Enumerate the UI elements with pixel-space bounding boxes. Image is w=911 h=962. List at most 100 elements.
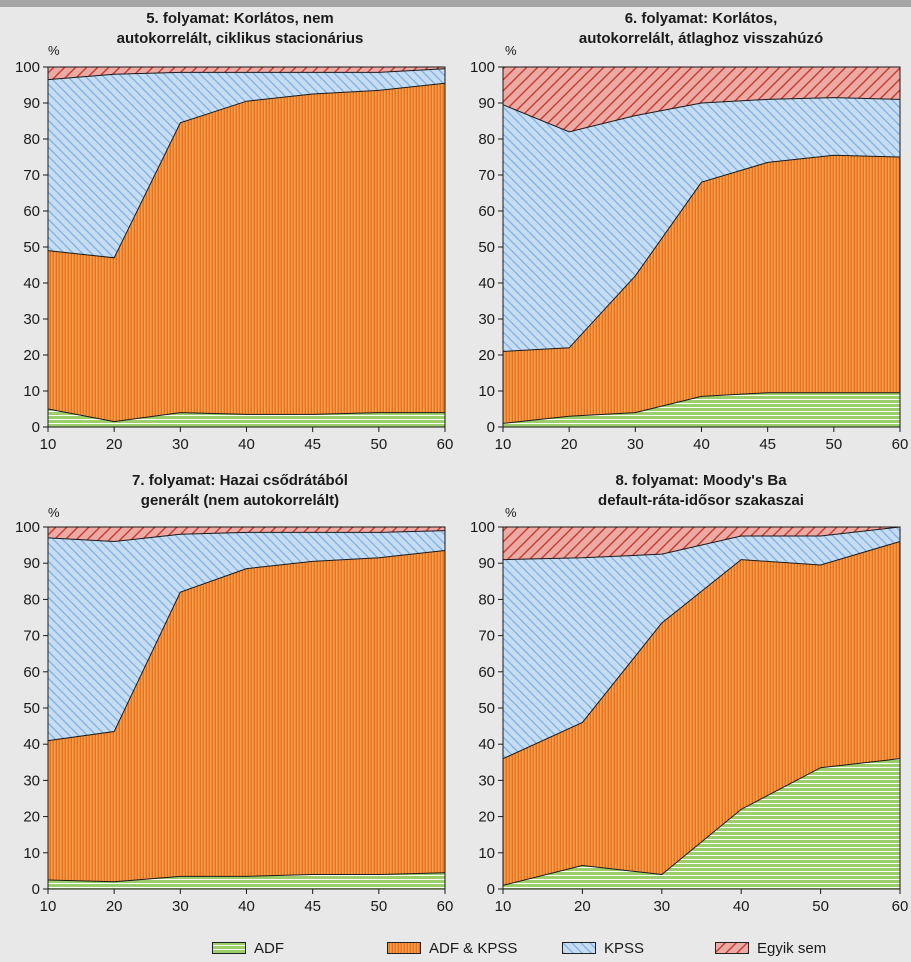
series-boundary-line <box>47 530 446 542</box>
series-area-kpss <box>503 97 900 352</box>
y-tick-label: 40 <box>478 736 495 753</box>
y-tick-label: 50 <box>23 700 40 717</box>
x-tick-label: 50 <box>370 436 387 453</box>
legend-item-adf-kpss: ADF & KPSS <box>387 938 517 958</box>
x-tick-label: 45 <box>759 436 776 453</box>
y-tick-label: 10 <box>478 845 495 862</box>
chart-panel-7: 7. folyamat: Hazai csődrátából generált … <box>15 472 453 915</box>
x-tick-label: 30 <box>172 898 189 915</box>
y-tick-label: 70 <box>478 628 495 645</box>
x-tick-label: 10 <box>40 898 57 915</box>
y-tick-label: 10 <box>23 845 40 862</box>
x-tick-label: 10 <box>495 436 512 453</box>
legend-swatch-adf <box>212 942 246 954</box>
y-tick-label: 90 <box>478 555 495 572</box>
y-tick-label: 80 <box>23 131 40 148</box>
series-boundary-line <box>47 550 446 742</box>
legend-swatch-adf-kpss <box>387 942 421 954</box>
y-tick-label: 30 <box>478 311 495 328</box>
x-tick-label: 20 <box>106 898 123 915</box>
y-tick-label: 50 <box>478 239 495 256</box>
legend-label-egyik-sem: Egyik sem <box>757 939 827 957</box>
y-tick-label: 100 <box>470 59 495 76</box>
legend-item-egyik-sem: Egyik sem <box>715 938 826 958</box>
series-boundary-line <box>47 872 446 883</box>
y-tick-label: 30 <box>478 772 495 789</box>
series-area-egyik-sem <box>503 527 900 560</box>
series-boundary-line <box>502 154 901 352</box>
x-tick-label: 40 <box>733 898 750 915</box>
x-tick-label: 30 <box>172 436 189 453</box>
y-tick-label: 100 <box>15 519 40 536</box>
y-tick-label: 30 <box>23 311 40 328</box>
series-area-kpss <box>503 527 900 759</box>
chart-title-line2: autokorrelált, ciklikus stacionárius <box>117 30 364 47</box>
series-boundary-line <box>502 526 901 561</box>
y-axis-unit: % <box>505 505 517 520</box>
x-tick-label: 40 <box>238 898 255 915</box>
charts-canvas: 5. folyamat: Korlátos, nem autokorrelált… <box>15 10 908 915</box>
y-axis-unit: % <box>48 43 60 58</box>
series-area-egyik-sem <box>48 67 445 80</box>
y-tick-label: 60 <box>23 664 40 681</box>
series-boundary-line <box>502 392 900 424</box>
x-tick-label: 60 <box>892 436 909 453</box>
x-tick-label: 10 <box>40 436 57 453</box>
series-boundary-line <box>502 541 901 760</box>
y-tick-label: 70 <box>23 628 40 645</box>
series-area-adf <box>48 872 445 889</box>
y-tick-label: 50 <box>23 239 40 256</box>
x-tick-label: 20 <box>106 436 123 453</box>
chart-title-line1: 6. folyamat: Korlátos, <box>625 10 778 27</box>
y-tick-label: 50 <box>478 700 495 717</box>
chart-title-line2: default-ráta-idősor szakaszai <box>598 492 804 509</box>
series-area-adf-kpss <box>48 83 445 422</box>
y-tick-label: 90 <box>478 95 495 112</box>
y-tick-label: 20 <box>23 347 40 364</box>
x-tick-label: 20 <box>574 898 591 915</box>
x-tick-label: 50 <box>825 436 842 453</box>
chart-panel-6: 6. folyamat: Korlátos, autokorrelált, át… <box>470 10 908 453</box>
series-boundary-line <box>47 68 446 81</box>
chart-panel-5: 5. folyamat: Korlátos, nem autokorrelált… <box>15 10 453 453</box>
y-tick-label: 30 <box>23 772 40 789</box>
y-tick-label: 100 <box>470 519 495 536</box>
x-tick-label: 45 <box>304 436 321 453</box>
y-tick-label: 60 <box>478 664 495 681</box>
chart-title-line1: 7. folyamat: Hazai csődrátából <box>132 472 348 489</box>
x-tick-label: 30 <box>627 436 644 453</box>
series-boundary-line <box>502 97 901 133</box>
series-area-adf-kpss <box>503 541 900 886</box>
chart-title-line2: generált (nem autokorrelált) <box>141 492 339 509</box>
y-tick-label: 0 <box>487 881 495 898</box>
series-area-adf <box>503 392 900 427</box>
series-boundary-line <box>47 82 446 259</box>
y-axis-unit: % <box>505 43 517 58</box>
x-tick-label: 50 <box>370 898 387 915</box>
legend-label-kpss: KPSS <box>604 939 645 957</box>
legend-swatch-kpss <box>562 942 596 954</box>
y-tick-label: 20 <box>478 809 495 826</box>
y-axis-unit: % <box>48 505 60 520</box>
legend-label-adf: ADF <box>254 939 284 957</box>
chart-legend: ADF ADF & KPSS KPSS Egyik sem <box>0 938 911 960</box>
y-tick-label: 40 <box>23 275 40 292</box>
chart-title-line1: 5. folyamat: Korlátos, nem <box>146 10 334 27</box>
series-boundary-line <box>47 408 445 423</box>
y-tick-label: 90 <box>23 95 40 112</box>
y-tick-label: 20 <box>478 347 495 364</box>
series-area-adf-kpss <box>48 550 445 882</box>
series-area-egyik-sem <box>503 67 900 132</box>
x-tick-label: 60 <box>437 436 454 453</box>
y-tick-label: 20 <box>23 809 40 826</box>
x-tick-label: 10 <box>495 898 512 915</box>
y-tick-label: 70 <box>478 167 495 184</box>
y-tick-label: 0 <box>32 881 40 898</box>
chart-title-line1: 8. folyamat: Moody's Ba <box>615 472 787 489</box>
series-area-egyik-sem <box>48 527 445 542</box>
y-tick-label: 60 <box>23 203 40 220</box>
series-area-adf <box>503 758 900 889</box>
y-tick-label: 0 <box>487 419 495 436</box>
y-tick-label: 40 <box>478 275 495 292</box>
legend-swatch-egyik-sem <box>715 942 749 954</box>
